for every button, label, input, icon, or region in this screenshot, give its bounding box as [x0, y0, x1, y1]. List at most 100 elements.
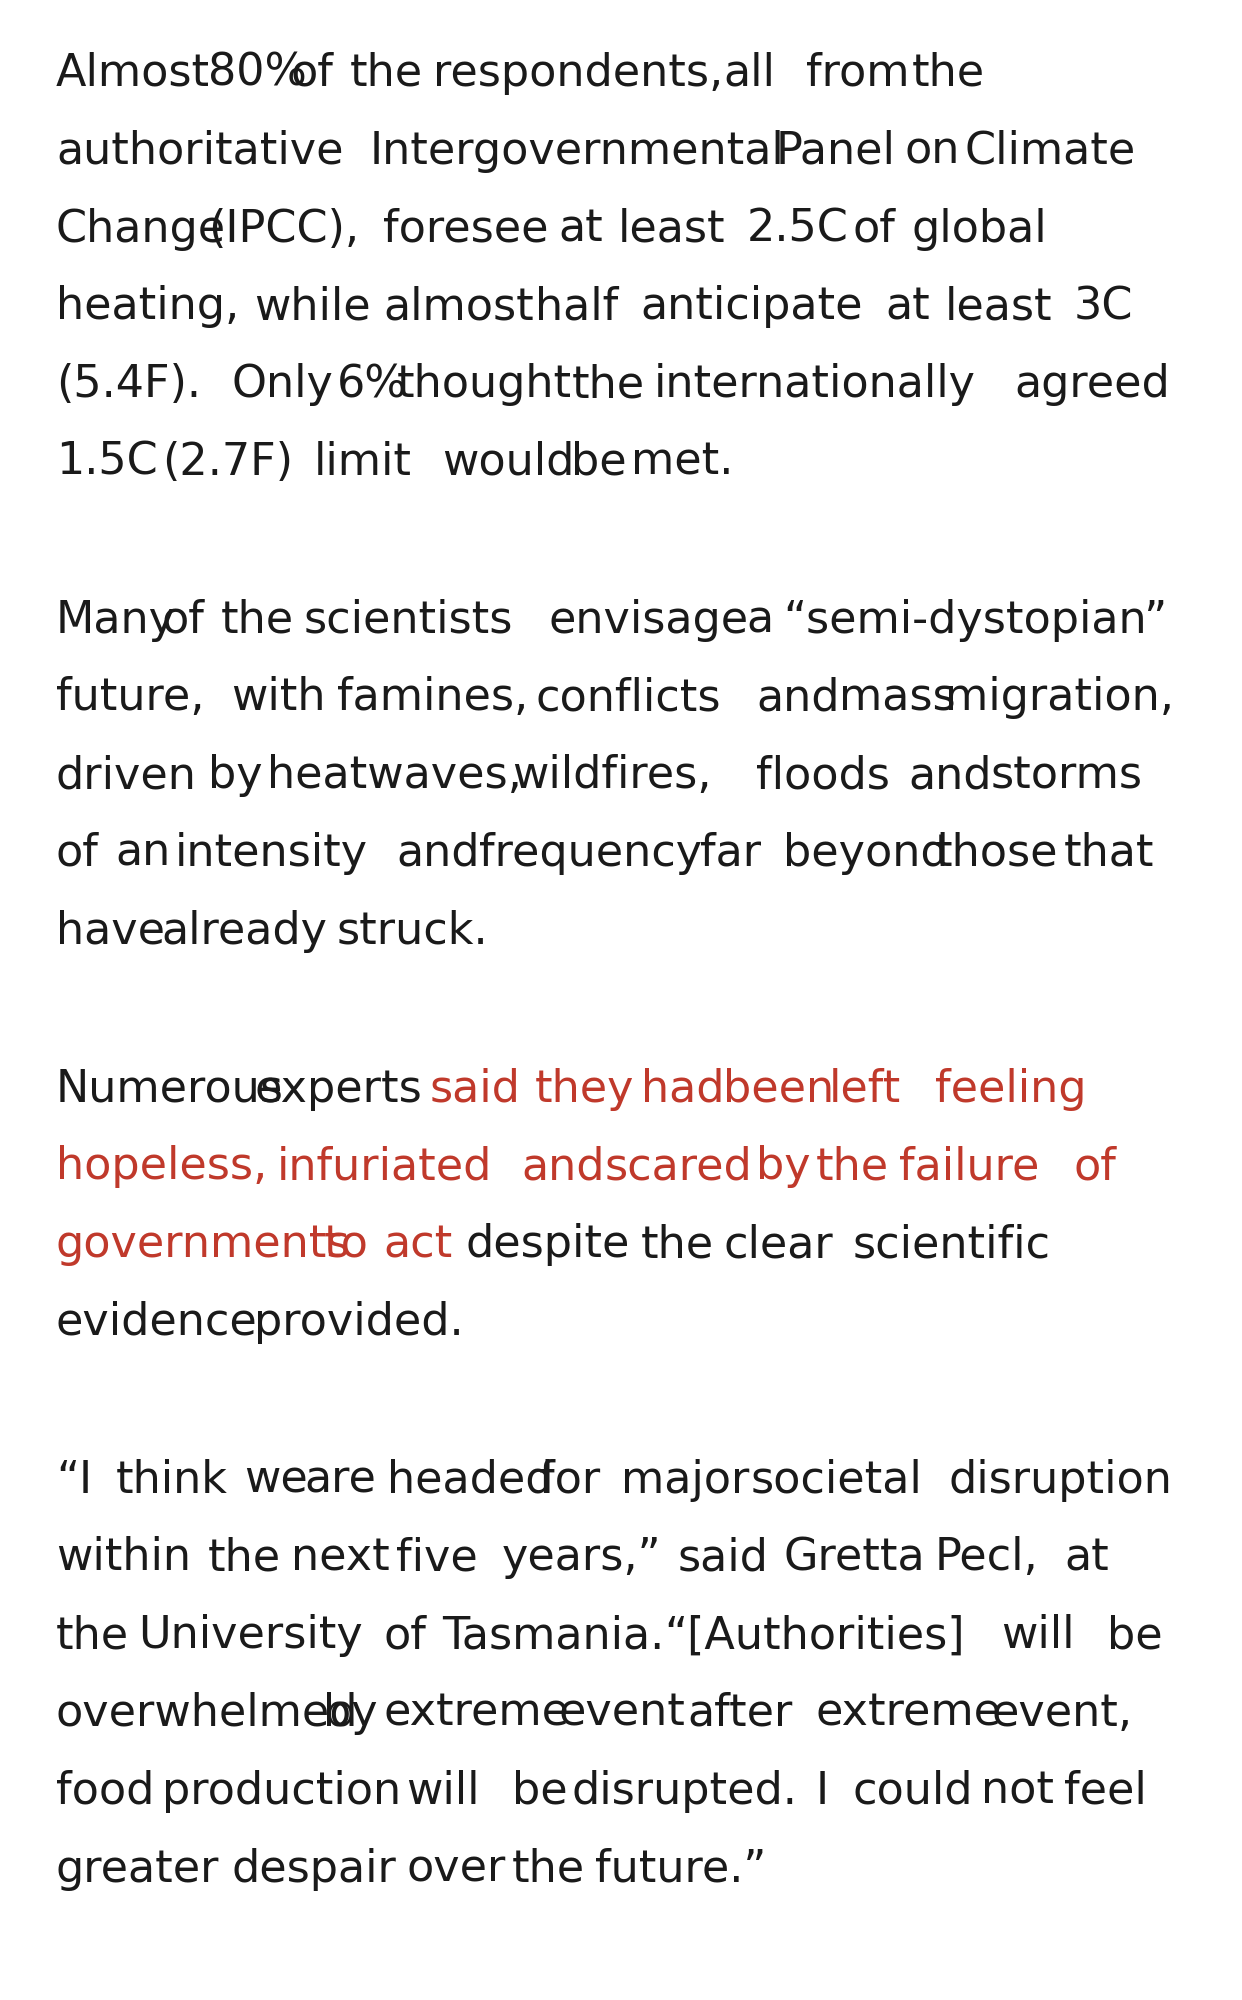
Text: Only: Only [231, 364, 333, 406]
Text: food: food [56, 1770, 154, 1812]
Text: have: have [56, 910, 165, 952]
Text: infuriated: infuriated [277, 1146, 493, 1188]
Text: not: not [981, 1770, 1054, 1812]
Text: major: major [621, 1458, 750, 1502]
Text: “semi-dystopian”: “semi-dystopian” [782, 598, 1167, 642]
Text: those: those [935, 832, 1058, 874]
Text: next: next [291, 1536, 389, 1580]
Text: wildfires,: wildfires, [512, 754, 712, 798]
Text: act: act [383, 1224, 452, 1266]
Text: University: University [139, 1614, 364, 1658]
Text: failure: failure [898, 1146, 1038, 1188]
Text: by: by [756, 1146, 811, 1188]
Text: least: least [617, 208, 725, 250]
Text: “I: “I [56, 1458, 92, 1502]
Text: 2.5C: 2.5C [746, 208, 848, 250]
Text: at: at [886, 286, 930, 328]
Text: a: a [746, 598, 774, 642]
Text: an: an [116, 832, 170, 874]
Text: left: left [830, 1068, 902, 1110]
Text: be: be [512, 1770, 568, 1812]
Text: event,: event, [991, 1692, 1133, 1734]
Text: for: for [539, 1458, 600, 1502]
Text: driven: driven [56, 754, 196, 798]
Text: Many: Many [56, 598, 176, 642]
Text: heatwaves,: heatwaves, [267, 754, 523, 798]
Text: Change: Change [56, 208, 226, 250]
Text: anticipate: anticipate [641, 286, 863, 328]
Text: the: the [641, 1224, 714, 1266]
Text: be: be [571, 440, 627, 484]
Text: Intergovernmental: Intergovernmental [370, 130, 785, 172]
Text: with: with [231, 676, 325, 720]
Text: famines,: famines, [337, 676, 528, 720]
Text: Tasmania.: Tasmania. [442, 1614, 664, 1658]
Text: clear: clear [723, 1224, 833, 1266]
Text: scientists: scientists [304, 598, 513, 642]
Text: struck.: struck. [337, 910, 488, 952]
Text: could: could [852, 1770, 972, 1812]
Text: of: of [1073, 1146, 1117, 1188]
Text: from: from [806, 52, 909, 94]
Text: almost: almost [383, 286, 534, 328]
Text: to: to [323, 1224, 369, 1266]
Text: intensity: intensity [175, 832, 368, 874]
Text: of: of [56, 832, 99, 874]
Text: mass: mass [840, 676, 955, 720]
Text: despite: despite [466, 1224, 630, 1266]
Text: thought: thought [396, 364, 571, 406]
Text: and: and [396, 832, 479, 874]
Text: agreed: agreed [1015, 364, 1170, 406]
Text: frequency: frequency [479, 832, 702, 874]
Text: over: over [406, 1848, 505, 1890]
Text: “[Authorities]: “[Authorities] [664, 1614, 965, 1658]
Text: foresee: foresee [383, 208, 549, 250]
Text: we: we [245, 1458, 308, 1502]
Text: future,: future, [56, 676, 205, 720]
Text: while: while [255, 286, 371, 328]
Text: experts: experts [255, 1068, 422, 1110]
Text: already: already [161, 910, 328, 952]
Text: the: the [512, 1848, 585, 1890]
Text: had: had [641, 1068, 724, 1110]
Text: half: half [535, 286, 619, 328]
Text: feel: feel [1064, 1770, 1146, 1812]
Text: beyond: beyond [782, 832, 949, 874]
Text: production: production [161, 1770, 401, 1812]
Text: the: the [56, 1614, 129, 1658]
Text: migration,: migration, [945, 676, 1174, 720]
Text: 6%: 6% [337, 364, 407, 406]
Text: the: the [350, 52, 424, 94]
Text: authoritative: authoritative [56, 130, 343, 172]
Text: provided.: provided. [255, 1300, 463, 1344]
Text: the: the [816, 1146, 889, 1188]
Text: years,”: years,” [502, 1536, 662, 1580]
Text: would: would [442, 440, 575, 484]
Text: on: on [904, 130, 960, 172]
Text: floods: floods [756, 754, 891, 798]
Text: Gretta: Gretta [782, 1536, 924, 1580]
Text: disrupted.: disrupted. [571, 1770, 797, 1812]
Text: said: said [430, 1068, 520, 1110]
Text: headed: headed [386, 1458, 553, 1502]
Text: societal: societal [750, 1458, 922, 1502]
Text: the: the [912, 52, 985, 94]
Text: Panel: Panel [776, 130, 895, 172]
Text: overwhelmed: overwhelmed [56, 1692, 359, 1734]
Text: of: of [852, 208, 895, 250]
Text: greater: greater [56, 1848, 220, 1890]
Text: event: event [558, 1692, 686, 1734]
Text: by: by [323, 1692, 378, 1734]
Text: of: of [161, 598, 205, 642]
Text: I: I [816, 1770, 828, 1812]
Text: respondents,: respondents, [432, 52, 723, 94]
Text: Climate: Climate [964, 130, 1135, 172]
Text: five: five [396, 1536, 478, 1580]
Text: far: far [700, 832, 761, 874]
Text: scientific: scientific [852, 1224, 1051, 1266]
Text: and: and [908, 754, 992, 798]
Text: think: think [116, 1458, 227, 1502]
Text: governments: governments [56, 1224, 350, 1266]
Text: Almost: Almost [56, 52, 210, 94]
Text: global: global [912, 208, 1047, 250]
